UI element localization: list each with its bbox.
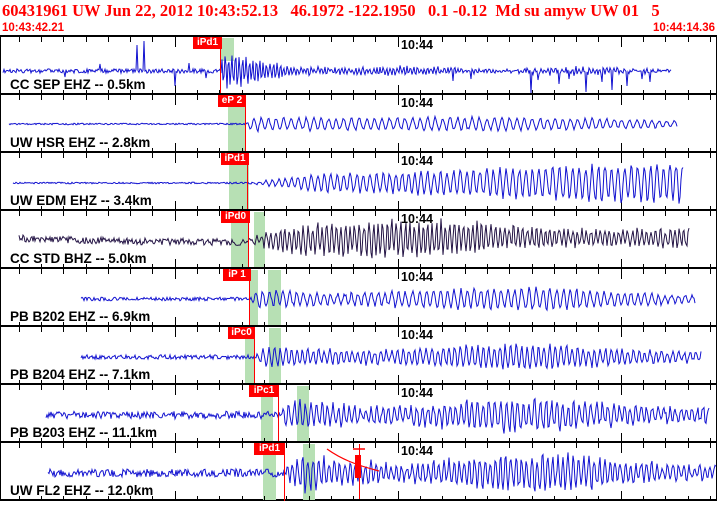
pick-window-band	[269, 328, 281, 384]
minute-tick-label: 10:44	[401, 154, 433, 168]
pick-flag[interactable]: iPc1	[249, 385, 279, 397]
minute-tick-label: 10:44	[401, 328, 433, 342]
trace-panel[interactable]: iPc0 10:44 PB B204 EHZ -- 7.1km	[1, 325, 716, 385]
minute-tick-label: 10:44	[401, 96, 433, 110]
second-tick-marks	[19, 37, 711, 95]
pick-window-band	[229, 154, 249, 210]
pick-flag[interactable]: iPd1	[254, 443, 285, 455]
pick-window-band	[221, 38, 234, 61]
trace-panel[interactable]: iPd1 10:44 UW EDM EHZ -- 3.4km	[1, 151, 716, 211]
minute-tick-label: 10:44	[401, 444, 433, 458]
waveform-plot[interactable]	[1, 443, 716, 501]
station-label: UW FL2 EHZ -- 12.0km	[10, 483, 154, 498]
second-tick-marks	[19, 211, 711, 269]
station-label: PB B202 EHZ -- 6.9km	[10, 309, 151, 324]
station-label: CC STD BHZ -- 5.0km	[10, 251, 147, 266]
seismogram-trace[interactable]	[80, 286, 696, 312]
station-label: CC SEP EHZ -- 0.5km	[10, 77, 146, 92]
trace-panel[interactable]: eP 2 10:44 UW HSR EHZ -- 2.8km	[1, 93, 716, 153]
pick-flag[interactable]: iP 1	[223, 269, 251, 281]
window-start-time: 10:43:42.21	[2, 22, 65, 34]
waveform-plot[interactable]	[1, 269, 716, 327]
pick-flag[interactable]: iPd1	[193, 37, 222, 49]
trace-panel-stack: iPd1 10:44 CC SEP EHZ -- 0.5km eP 2 10:44 UW …	[0, 35, 717, 501]
event-header: 60431961 UW Jun 22, 2012 10:43:52.13 46.…	[2, 1, 660, 20]
station-label: UW EDM EHZ -- 3.4km	[10, 193, 152, 208]
minute-tick-label: 10:44	[401, 38, 433, 52]
pick-window-band	[254, 212, 265, 268]
minute-tick-label: 10:44	[401, 270, 433, 284]
seismogram-trace[interactable]	[80, 343, 702, 370]
seismogram-trace[interactable]	[8, 114, 678, 134]
second-tick-marks	[19, 443, 711, 501]
trace-panel[interactable]: iPd0 10:44 CC STD BHZ -- 5.0km	[1, 209, 716, 269]
waveform-plot[interactable]	[1, 153, 716, 211]
minute-tick-label: 10:44	[401, 212, 433, 226]
second-tick-marks	[19, 95, 711, 153]
seismogram-trace[interactable]	[47, 452, 716, 494]
seismogram-trace[interactable]	[45, 397, 710, 434]
waveform-plot[interactable]	[1, 327, 716, 385]
waveform-plot[interactable]	[1, 37, 716, 95]
pick-flag[interactable]: eP 2	[218, 95, 246, 107]
pick-window-band	[261, 386, 273, 442]
pick-window-band	[263, 444, 276, 500]
station-label: PB B204 EHZ -- 7.1km	[10, 367, 151, 382]
trace-panel[interactable]: iPd1 10:44 UW FL2 EHZ -- 12.0km	[1, 441, 716, 501]
station-label: PB B203 EHZ -- 11.1km	[10, 425, 158, 440]
amplitude-pick-bar	[355, 455, 361, 478]
pick-flag[interactable]: iPd1	[221, 153, 249, 165]
trace-panel[interactable]: iPd1 10:44 CC SEP EHZ -- 0.5km	[1, 35, 716, 95]
minute-tick-label: 10:44	[401, 386, 433, 400]
pick-flag[interactable]: iPc0	[228, 327, 255, 339]
second-tick-marks	[19, 385, 711, 443]
pick-window-band	[231, 212, 249, 268]
station-label: UW HSR EHZ -- 2.8km	[10, 135, 151, 150]
second-tick-marks	[19, 327, 711, 385]
waveform-plot[interactable]	[1, 211, 716, 269]
pick-window-band	[245, 328, 254, 384]
coda-decay-curve	[326, 448, 380, 472]
window-end-time: 10:44:14.36	[652, 22, 715, 34]
trace-panel[interactable]: iPc1 10:44 PB B203 EHZ -- 11.1km	[1, 383, 716, 443]
waveform-plot[interactable]	[1, 385, 716, 443]
trace-panel[interactable]: iP 1 10:44 PB B202 EHZ -- 6.9km	[1, 267, 716, 327]
time-window-bar: 10:43:42.21 10:44:14.36	[0, 22, 717, 35]
seismogram-trace[interactable]	[18, 218, 690, 259]
second-tick-marks	[19, 153, 711, 211]
pick-flag[interactable]: iPd0	[221, 211, 250, 223]
second-tick-marks	[19, 269, 711, 327]
seismogram-trace[interactable]	[12, 163, 684, 204]
seismogram-trace[interactable]	[2, 40, 672, 94]
